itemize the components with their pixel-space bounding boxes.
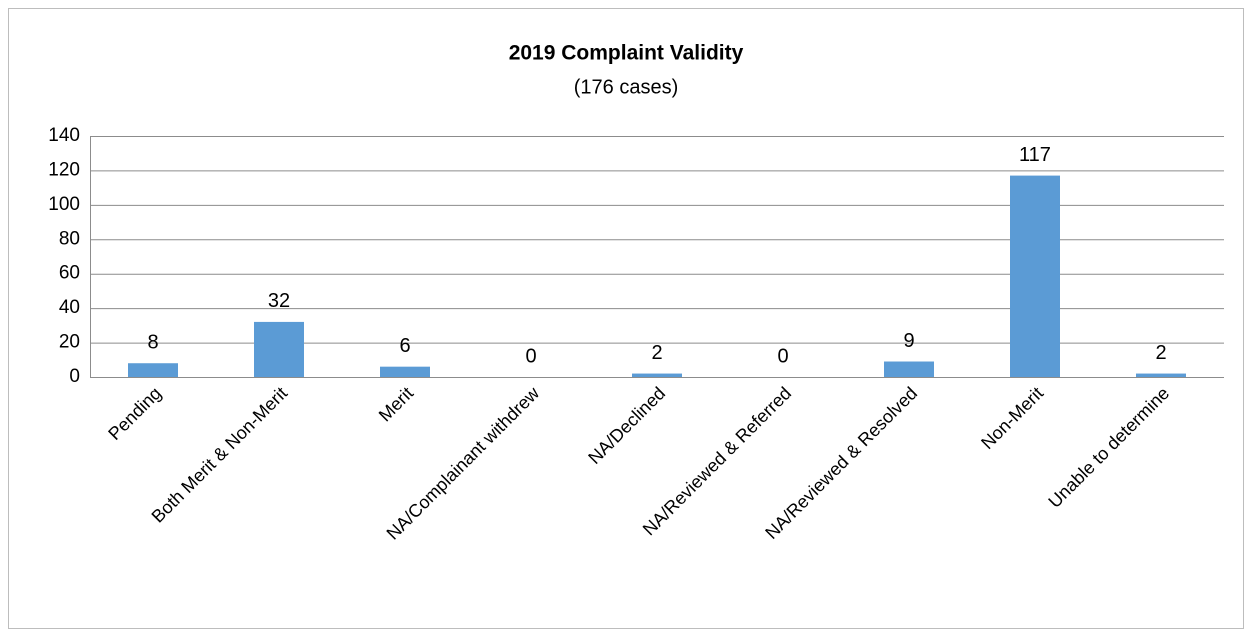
bar	[254, 321, 304, 377]
y-tick-label: 80	[59, 228, 80, 249]
data-label: 6	[399, 335, 410, 357]
y-tick-label: 60	[59, 263, 80, 284]
y-tick-label: 140	[48, 125, 80, 146]
chart-subtitle: (176 cases)	[574, 76, 679, 98]
data-label: 2	[1155, 342, 1166, 364]
data-label: 0	[525, 345, 536, 367]
bar	[128, 363, 178, 377]
data-label: 32	[268, 290, 290, 312]
chart-title: 2019 Complaint Validity	[509, 42, 744, 65]
bar	[884, 361, 934, 377]
data-label: 8	[147, 332, 158, 354]
y-tick-label: 100	[48, 194, 80, 215]
bar	[1010, 175, 1060, 377]
data-label: 0	[777, 345, 788, 367]
data-label: 9	[903, 330, 914, 352]
y-tick-label: 40	[59, 297, 80, 318]
y-tick-label: 120	[48, 159, 80, 180]
bar	[632, 373, 682, 377]
bar	[1136, 373, 1186, 377]
data-label: 2	[651, 342, 662, 364]
y-tick-label: 0	[69, 366, 80, 387]
y-tick-label: 20	[59, 332, 80, 353]
data-label: 117	[1019, 144, 1051, 166]
bar	[380, 366, 430, 377]
